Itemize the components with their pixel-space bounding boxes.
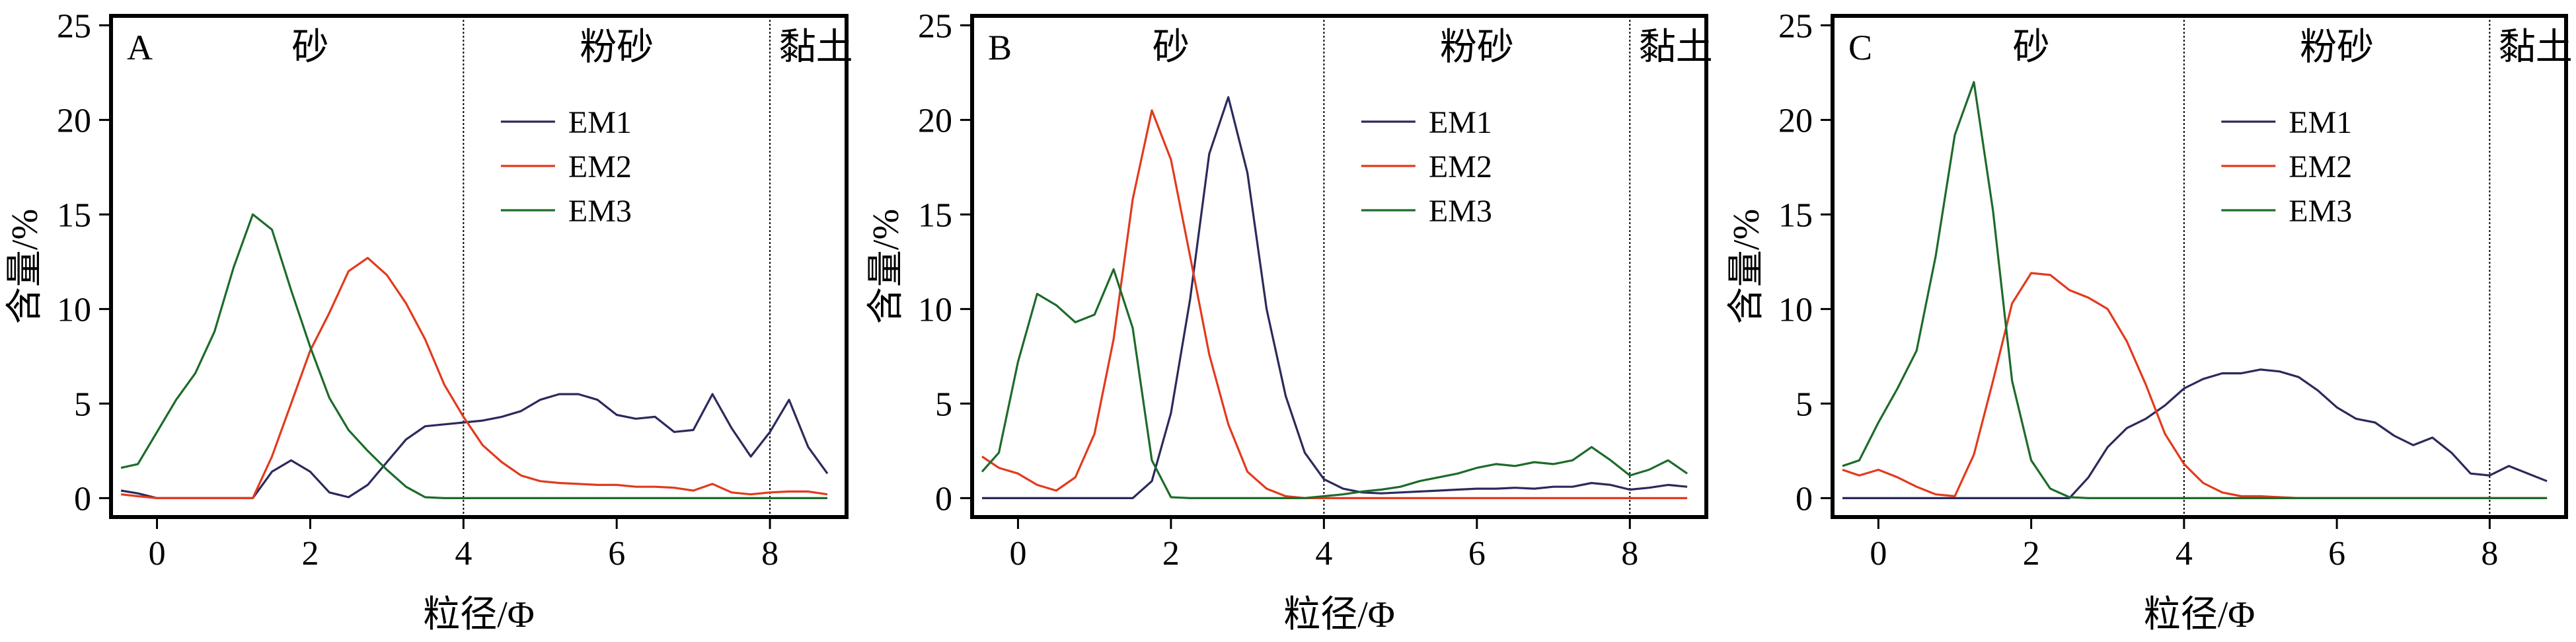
panel-label: A bbox=[127, 28, 153, 67]
panel-C: 0 2 4 6 8 0 5 10 15 20 25 粒径/Φ 含量/% C 砂 粉砂 黏土 EM1 EM2 EM3 bbox=[1726, 7, 2573, 635]
plot-frame bbox=[109, 14, 849, 519]
panel-label: C bbox=[1848, 28, 1872, 67]
series-line-EM2 bbox=[1842, 272, 2548, 500]
y-tick-label: 15 bbox=[918, 196, 952, 234]
y-tick-label: 10 bbox=[57, 291, 91, 329]
y-tick-label: 10 bbox=[1778, 291, 1813, 329]
plot-frame bbox=[1831, 14, 2568, 519]
y-axis-label: 含量/% bbox=[5, 209, 46, 324]
region-label: 粉砂 bbox=[1440, 27, 1514, 68]
region-label: 砂 bbox=[291, 27, 328, 68]
y-tick-label: 15 bbox=[1778, 196, 1813, 234]
x-tick-label: 2 bbox=[301, 535, 319, 573]
plot-frame bbox=[970, 14, 1708, 519]
x-axis-label: 粒径/Φ bbox=[2144, 594, 2255, 635]
x-tick-label: 4 bbox=[1315, 535, 1332, 573]
region-label: 砂 bbox=[1153, 27, 1190, 68]
y-tick-label: 0 bbox=[1796, 480, 1813, 518]
x-tick-label: 6 bbox=[1468, 535, 1486, 573]
y-tick-label: 25 bbox=[57, 7, 91, 45]
region-label: 砂 bbox=[2013, 27, 2050, 68]
series-line-EM3 bbox=[1842, 81, 2548, 500]
series-line-EM1 bbox=[120, 393, 829, 500]
y-tick-label: 25 bbox=[1778, 7, 1813, 45]
x-tick-label: 0 bbox=[149, 535, 166, 573]
y-tick-label: 0 bbox=[74, 480, 91, 518]
x-tick-label: 8 bbox=[2481, 535, 2498, 573]
panel-label: B bbox=[988, 28, 1012, 67]
series-line-EM3 bbox=[120, 213, 827, 500]
x-axis-label: 粒径/Φ bbox=[1283, 594, 1395, 635]
region-label: 粉砂 bbox=[2300, 27, 2374, 68]
x-tick-label: 6 bbox=[608, 535, 625, 573]
panel-B: 0 2 4 6 8 0 5 10 15 20 25 粒径/Φ 含量/% B 砂 粉砂 黏土 EM1 EM2 EM3 bbox=[866, 7, 1713, 635]
y-tick-label: 20 bbox=[918, 102, 952, 140]
legend-label-EM2: EM2 bbox=[1429, 149, 1492, 184]
series-line-EM2 bbox=[981, 109, 1688, 500]
legend-label-EM1: EM1 bbox=[568, 105, 632, 140]
y-axis-label: 含量/% bbox=[866, 209, 907, 324]
x-tick-label: 2 bbox=[1162, 535, 1180, 573]
region-label: 黏土 bbox=[1639, 27, 1713, 68]
y-tick-label: 25 bbox=[918, 7, 952, 45]
region-label: 黏土 bbox=[779, 27, 853, 68]
y-tick-label: 5 bbox=[74, 385, 91, 423]
y-tick-label: 5 bbox=[935, 385, 952, 423]
y-tick-label: 15 bbox=[57, 196, 91, 234]
series-line-EM1 bbox=[982, 96, 1688, 500]
legend-label-EM3: EM3 bbox=[2289, 194, 2352, 229]
y-tick-label: 20 bbox=[1778, 102, 1813, 140]
x-tick-label: 0 bbox=[1009, 535, 1026, 573]
region-label: 粉砂 bbox=[580, 27, 654, 68]
x-tick-label: 4 bbox=[2176, 535, 2193, 573]
legend-label-EM3: EM3 bbox=[568, 194, 632, 229]
series-line-EM3 bbox=[981, 268, 1688, 500]
x-tick-label: 6 bbox=[2328, 535, 2345, 573]
panel-A: 0 2 4 6 8 0 5 10 15 20 25 粒径/Φ 含量/% A 砂 粉砂 黏土 EM1 EM2 EM3 bbox=[5, 7, 853, 635]
x-tick-label: 2 bbox=[2023, 535, 2040, 573]
legend-label-EM2: EM2 bbox=[568, 149, 632, 184]
legend-label-EM3: EM3 bbox=[1429, 194, 1492, 229]
y-tick-label: 5 bbox=[1796, 385, 1813, 423]
y-tick-label: 0 bbox=[935, 480, 952, 518]
x-tick-label: 8 bbox=[1621, 535, 1638, 573]
y-tick-label: 10 bbox=[918, 291, 952, 329]
x-axis-label: 粒径/Φ bbox=[423, 594, 535, 635]
legend-label-EM1: EM1 bbox=[2289, 105, 2352, 140]
x-tick-label: 0 bbox=[1870, 535, 1887, 573]
legend-label-EM2: EM2 bbox=[2289, 149, 2352, 184]
series-line-EM1 bbox=[1842, 368, 2548, 500]
legend-label-EM1: EM1 bbox=[1429, 105, 1492, 140]
region-label: 黏土 bbox=[2499, 27, 2573, 68]
y-axis-label: 含量/% bbox=[1726, 209, 1767, 324]
series-line-EM2 bbox=[120, 257, 828, 500]
x-tick-label: 8 bbox=[761, 535, 778, 573]
y-tick-label: 20 bbox=[57, 102, 91, 140]
x-tick-label: 4 bbox=[455, 535, 472, 573]
